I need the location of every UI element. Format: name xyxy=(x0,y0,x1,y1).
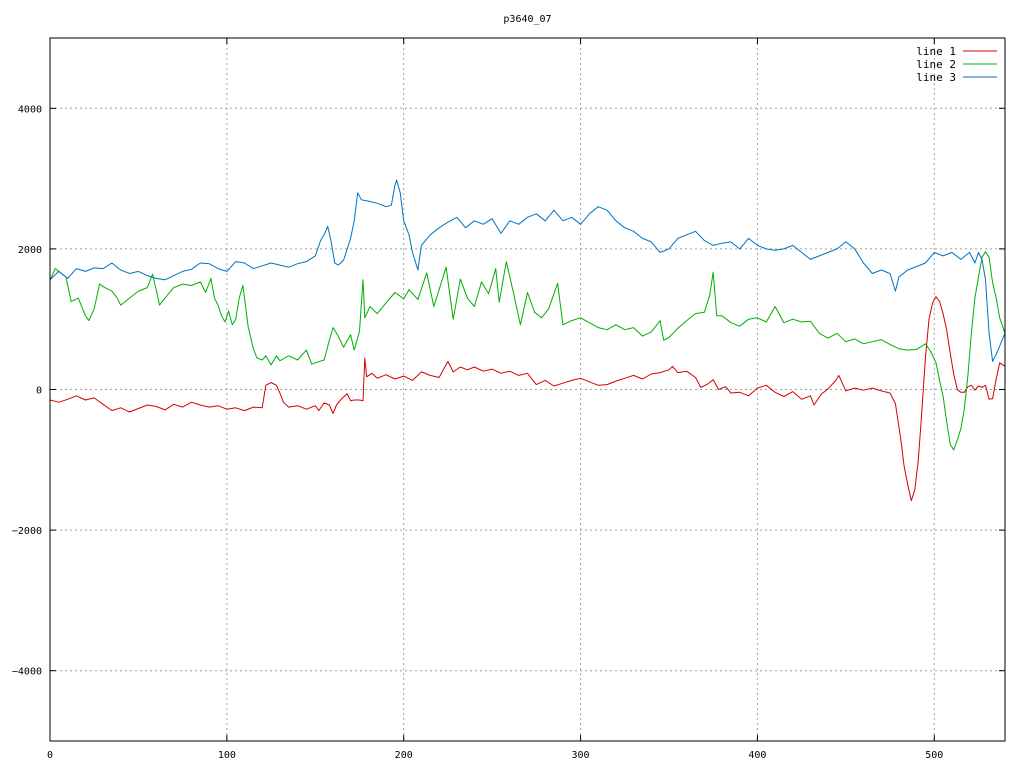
legend-label: line 1 xyxy=(916,45,956,58)
x-tick-label: 300 xyxy=(572,750,590,761)
grid-lines xyxy=(50,38,1005,741)
axis-ticks: 0 100 200 300 400 500 −4000 −2000 0 2000 4000 xyxy=(12,38,1005,761)
chart-title: p3640_07 xyxy=(503,14,551,25)
y-tick-label: −4000 xyxy=(12,667,42,678)
y-tick-label: 2000 xyxy=(18,245,42,256)
series-lines xyxy=(49,179,1006,502)
x-tick-label: 100 xyxy=(218,750,236,761)
y-tick-label: 4000 xyxy=(18,104,42,115)
x-tick-label: 0 xyxy=(47,750,53,761)
series-line-1 xyxy=(49,296,1006,502)
series-line-3 xyxy=(49,179,1006,362)
x-tick-label: 500 xyxy=(925,750,943,761)
series-line-2 xyxy=(49,251,1006,451)
x-tick-label: 400 xyxy=(748,750,766,761)
y-tick-label: −2000 xyxy=(12,526,42,537)
legend-label: line 2 xyxy=(916,58,956,71)
plot-frame xyxy=(49,37,1006,742)
y-tick-label: 0 xyxy=(36,386,42,397)
legend-label: line 3 xyxy=(916,71,956,84)
x-tick-label: 200 xyxy=(395,750,413,761)
